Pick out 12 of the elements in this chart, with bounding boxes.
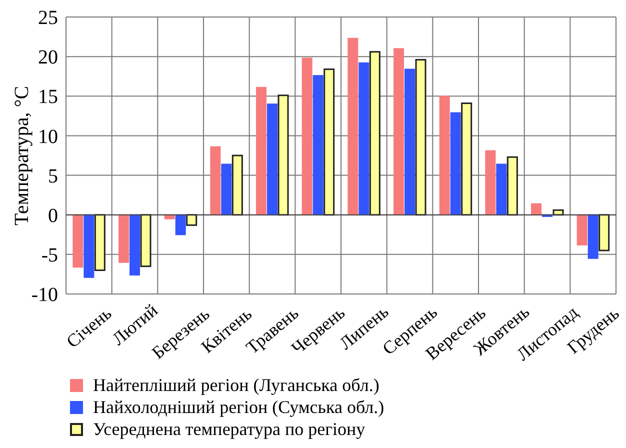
- y-tick-label: 10: [38, 126, 58, 148]
- y-tick-label: 20: [38, 46, 58, 69]
- legend-label: Найхолодніший регіон (Сумська обл.): [93, 396, 384, 418]
- legend-label: Усереднена температура по регіону: [93, 418, 366, 440]
- y-tick-label: -5: [41, 244, 58, 267]
- y-tick-label: -10: [31, 284, 58, 306]
- y-tick-label: 15: [38, 86, 58, 108]
- y-tick-label: 5: [48, 165, 58, 188]
- legend-label: Найтепліший регіон (Луганська обл.): [93, 374, 380, 396]
- y-tick-label: 25: [38, 7, 58, 30]
- y-axis-title: Температура, °C: [11, 86, 34, 226]
- y-tick-label: 0: [48, 204, 58, 227]
